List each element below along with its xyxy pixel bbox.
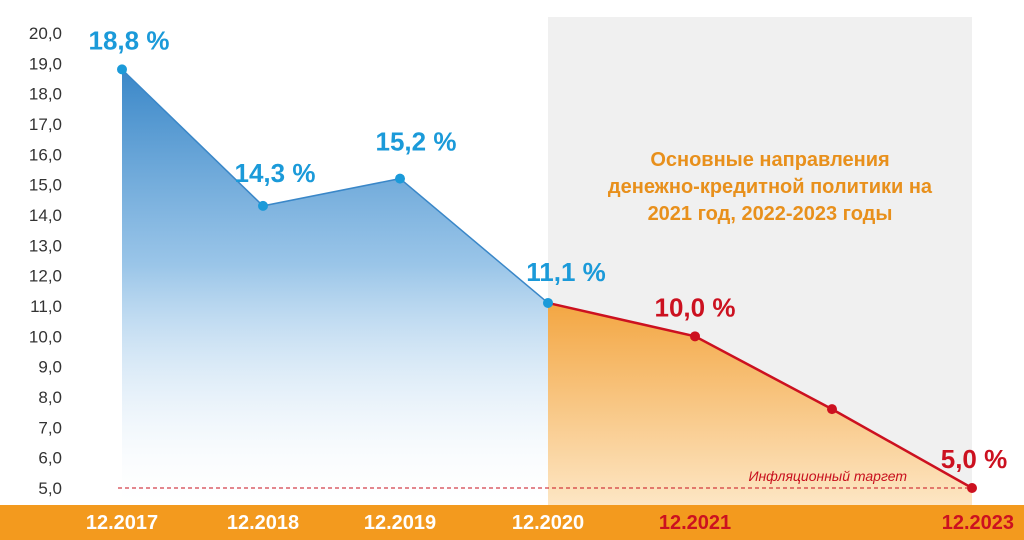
y-tick-label: 5,0 — [38, 479, 62, 498]
y-tick-label: 18,0 — [29, 85, 62, 104]
y-tick-label: 7,0 — [38, 418, 62, 437]
forecast-note-line-3: 2021 год, 2022-2023 годы — [648, 203, 893, 225]
target-label: Инфляционный таргет — [748, 468, 907, 484]
y-tick-label: 20,0 — [29, 24, 62, 43]
forecast-point — [967, 483, 977, 493]
forecast-note-line-2: денежно-кредитной политики на — [608, 176, 933, 198]
y-tick-label: 19,0 — [29, 54, 62, 73]
actual-area — [122, 69, 548, 506]
actual-data-label: 14,3 % — [235, 158, 316, 188]
actual-point — [258, 200, 268, 211]
forecast-area — [548, 302, 972, 505]
forecast-point — [690, 331, 700, 342]
y-tick-label: 8,0 — [38, 388, 62, 407]
actual-data-label: 11,1 % — [526, 257, 606, 287]
forecast-data-label: 5,0 % — [941, 444, 1008, 474]
y-tick-label: 16,0 — [29, 145, 62, 164]
actual-point — [543, 297, 553, 308]
x-axis-bar — [0, 505, 1024, 540]
y-tick-label: 11,0 — [30, 297, 62, 316]
forecast-line — [547, 301, 973, 490]
actual-line — [121, 68, 549, 304]
x-tick-label: 12.2017 — [86, 512, 158, 534]
forecast-point — [827, 404, 837, 415]
x-tick-label: 12.2020 — [512, 512, 584, 534]
actual-point — [117, 64, 127, 75]
y-tick-label: 10,0 — [29, 327, 62, 346]
x-tick-label: 12.2021 — [659, 512, 731, 534]
y-tick-label: 17,0 — [29, 115, 62, 134]
y-tick-label: 13,0 — [29, 236, 62, 255]
y-tick-label: 14,0 — [29, 206, 62, 225]
actual-point — [395, 173, 405, 184]
y-tick-label: 9,0 — [38, 358, 62, 377]
actual-data-label: 15,2 % — [376, 127, 457, 157]
x-tick-label: 12.2019 — [364, 512, 436, 534]
forecast-note-line-1: Основные направления — [650, 149, 889, 171]
y-tick-label: 12,0 — [29, 267, 62, 286]
forecast-data-label: 10,0 % — [655, 292, 736, 322]
actual-data-label: 18,8 % — [89, 25, 170, 55]
y-tick-label: 6,0 — [38, 449, 62, 468]
y-tick-label: 15,0 — [29, 176, 62, 195]
x-tick-label: 12.2023 — [942, 512, 1014, 534]
x-tick-label: 12.2018 — [227, 512, 299, 534]
